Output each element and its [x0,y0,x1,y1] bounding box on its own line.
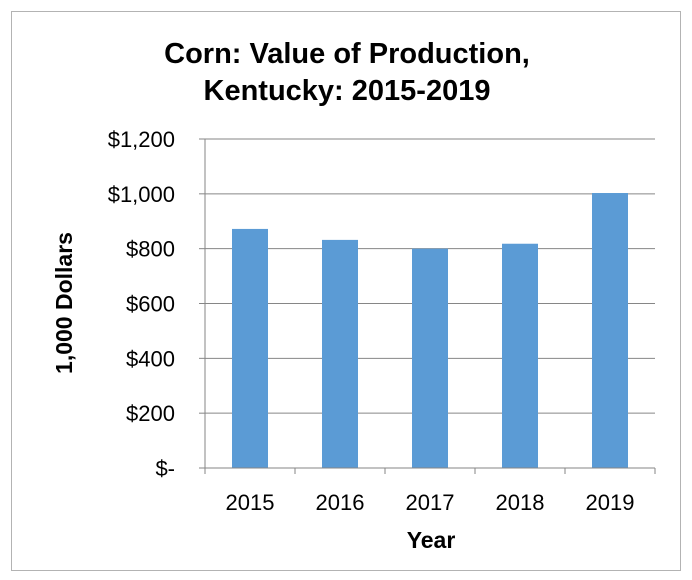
x-tick-labels: 2015 2016 2017 2018 2019 [226,490,635,515]
chart-title-line-2: Kentucky: 2015-2019 [204,75,491,107]
y-tick-label: $600 [126,292,175,317]
y-tick-label: $800 [126,237,175,262]
axes [199,138,656,474]
bar-2019 [592,193,628,468]
y-tick-labels: $- $200 $400 $600 $800 $1,000 $1,200 [108,127,175,481]
bar-2018 [502,243,538,468]
bar-2016 [322,239,358,468]
x-tick-label: 2019 [586,490,635,515]
x-tick-label: 2016 [316,490,365,515]
y-tick-label: $- [155,456,175,481]
bar-2017 [412,248,448,468]
y-tick-label: $1,000 [108,182,175,207]
y-tick-label: $200 [126,401,175,426]
x-tick-label: 2015 [226,490,275,515]
x-tick-label: 2018 [496,490,545,515]
bar-2015 [232,228,268,468]
chart-title-line-1: Corn: Value of Production, [164,38,530,70]
bars [232,193,628,468]
x-tick-label: 2017 [406,490,455,515]
y-tick-label: $1,200 [108,127,175,152]
y-tick-label: $400 [126,346,175,371]
x-axis-title: Year [407,527,456,553]
gridlines [205,138,655,414]
y-axis-title: 1,000 Dollars [51,232,77,374]
